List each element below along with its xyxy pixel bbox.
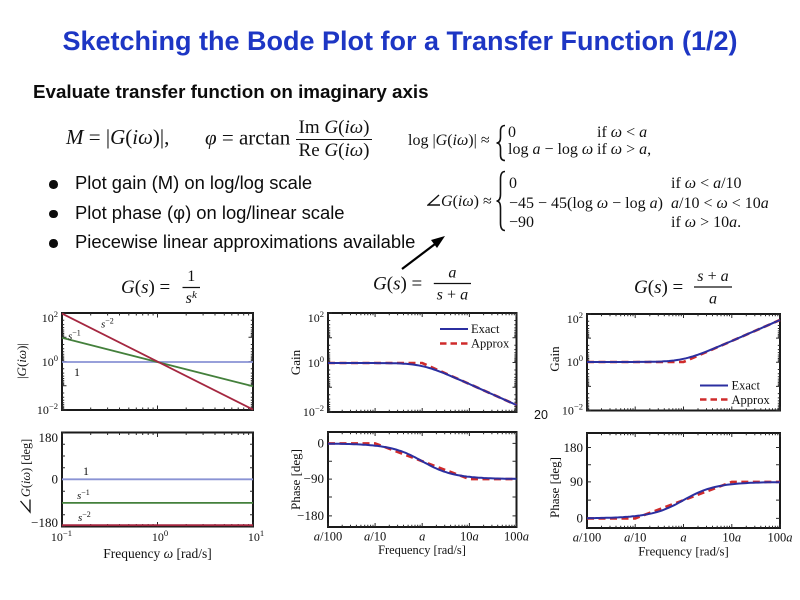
svg-text:1: 1 xyxy=(187,268,195,285)
svg-text:s + a: s + a xyxy=(697,268,728,285)
svg-text:G(s) =: G(s) = xyxy=(373,274,422,295)
svg-text:0: 0 xyxy=(577,511,584,526)
svg-text:Frequency [rad/s]: Frequency [rad/s] xyxy=(638,545,729,559)
svg-text:1: 1 xyxy=(83,464,89,478)
svg-text:10a: 10a xyxy=(460,530,479,544)
svg-text:s−2: s−2 xyxy=(101,317,114,331)
svg-text:100: 100 xyxy=(152,528,168,544)
svg-text:G(s) =: G(s) = xyxy=(121,277,170,298)
svg-text:0: 0 xyxy=(318,436,325,451)
svg-text:100a: 100a xyxy=(768,531,793,545)
svg-text:Frequency [rad/s]: Frequency [rad/s] xyxy=(378,543,466,557)
svg-text:90: 90 xyxy=(570,474,583,489)
svg-text:a: a xyxy=(419,530,425,544)
svg-text:a/100: a/100 xyxy=(573,531,601,545)
svg-text:180: 180 xyxy=(564,440,584,455)
svg-text:a/10: a/10 xyxy=(624,531,646,545)
svg-text:s + a: s + a xyxy=(437,287,468,304)
svg-text:a/100: a/100 xyxy=(314,530,342,544)
svg-text:10−2: 10−2 xyxy=(562,402,583,418)
svg-text:−180: −180 xyxy=(31,515,58,530)
svg-text:Gain: Gain xyxy=(288,349,303,375)
svg-text:10a: 10a xyxy=(722,531,741,545)
svg-text:10−1: 10−1 xyxy=(51,528,72,544)
svg-text:0: 0 xyxy=(52,472,59,487)
svg-text:100: 100 xyxy=(567,353,583,369)
svg-text:s−2: s−2 xyxy=(78,510,91,524)
svg-text:a: a xyxy=(680,531,686,545)
svg-text:102: 102 xyxy=(567,310,583,326)
svg-text:100: 100 xyxy=(42,353,58,369)
svg-text:s−1: s−1 xyxy=(77,488,90,502)
svg-text:a: a xyxy=(448,265,456,282)
svg-text:Phase [deg]: Phase [deg] xyxy=(288,449,303,510)
svg-text:|G(iω)|: |G(iω)| xyxy=(14,343,29,379)
svg-text:1: 1 xyxy=(74,365,80,379)
svg-text:101: 101 xyxy=(248,528,264,544)
svg-text:Approx: Approx xyxy=(471,337,510,351)
svg-text:10−2: 10−2 xyxy=(303,403,324,419)
svg-text:G(iω) [deg]: G(iω) [deg] xyxy=(19,439,33,497)
svg-text:−90: −90 xyxy=(304,471,324,486)
svg-text:Approx: Approx xyxy=(732,393,771,407)
svg-text:20: 20 xyxy=(534,408,548,422)
svg-text:180: 180 xyxy=(39,430,59,445)
svg-text:Exact: Exact xyxy=(471,322,500,336)
svg-text:−180: −180 xyxy=(297,508,324,523)
svg-text:Phase [deg]: Phase [deg] xyxy=(547,457,562,518)
svg-text:100: 100 xyxy=(308,354,324,370)
svg-text:10−2: 10−2 xyxy=(37,401,58,417)
svg-text:a: a xyxy=(709,291,717,308)
svg-text:a/10: a/10 xyxy=(364,530,386,544)
svg-text:102: 102 xyxy=(308,309,324,325)
svg-text:Gain: Gain xyxy=(547,346,562,372)
svg-text:sk: sk xyxy=(186,289,198,307)
svg-text:102: 102 xyxy=(42,309,58,325)
svg-text:G(s) =: G(s) = xyxy=(634,277,683,298)
svg-text:100a: 100a xyxy=(504,530,529,544)
svg-text:Exact: Exact xyxy=(732,379,761,393)
svg-text:Frequency ω [rad/s]: Frequency ω [rad/s] xyxy=(103,546,212,561)
